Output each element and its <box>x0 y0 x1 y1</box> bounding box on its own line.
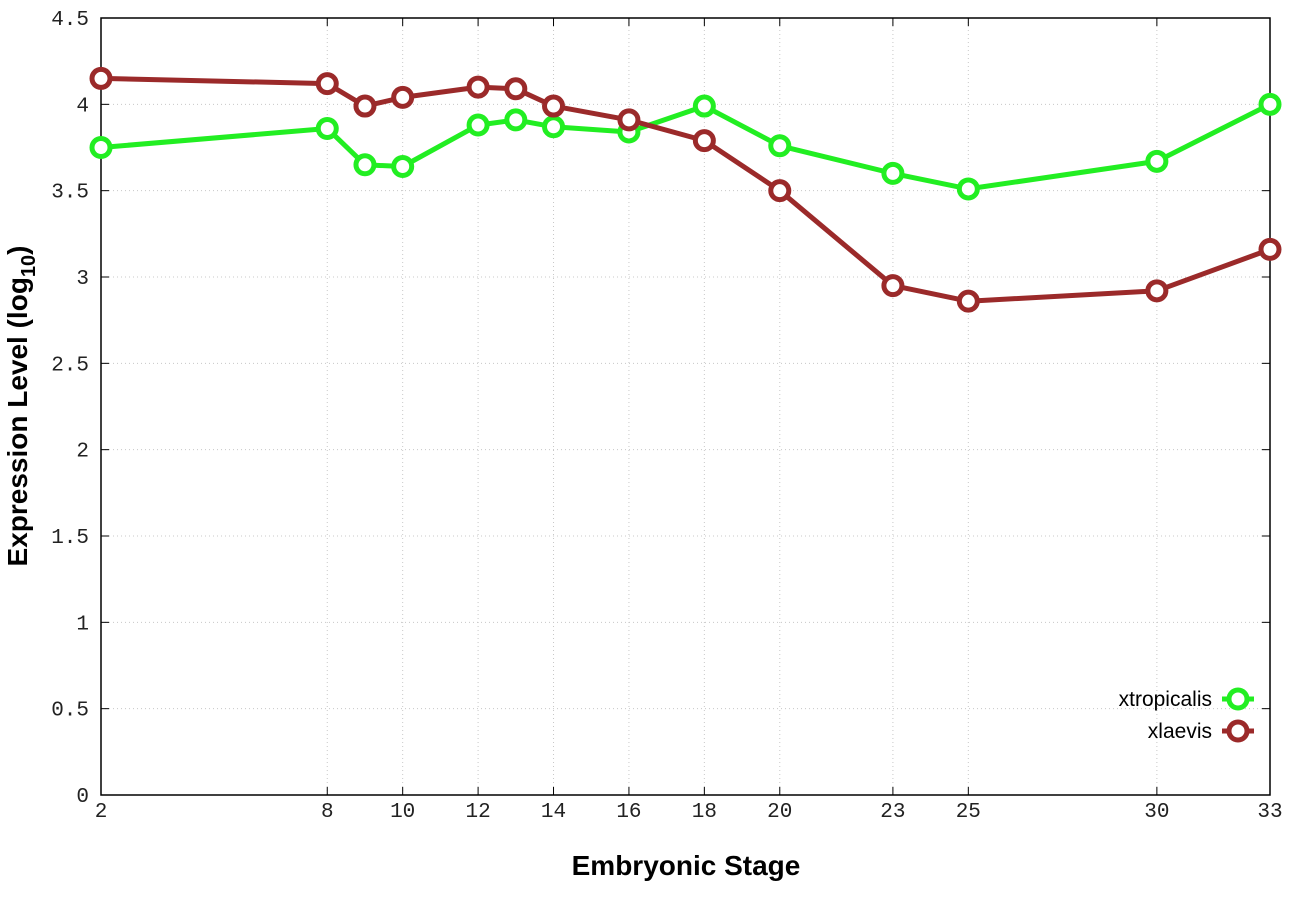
y-tick-label: 3.5 <box>51 182 89 205</box>
data-point-xtropicalis <box>353 153 377 177</box>
data-point-xtropicalis <box>542 115 566 139</box>
plot-frame <box>100 17 1271 796</box>
data-point-xlaevis <box>391 85 415 109</box>
legend-item-xlaevis: xlaevis <box>1148 719 1254 743</box>
data-point-xlaevis <box>881 274 905 298</box>
data-point-xlaevis <box>504 77 528 101</box>
x-tick-label: 30 <box>1144 801 1169 824</box>
data-point-xtropicalis <box>1258 92 1282 116</box>
x-tick-label: 16 <box>616 801 641 824</box>
x-tick-label: 20 <box>767 801 792 824</box>
y-tick-label: 2 <box>76 441 89 464</box>
data-point-xlaevis <box>466 75 490 99</box>
data-point-xlaevis <box>692 129 716 153</box>
data-point-xtropicalis <box>89 136 113 159</box>
data-point-xtropicalis <box>391 154 415 178</box>
data-point-xtropicalis <box>881 161 905 185</box>
y-axis-title-main: Expression Level (log <box>2 277 33 566</box>
series-xlaevis <box>89 66 1282 313</box>
y-axis-title: Expression Level (log10) <box>2 246 40 567</box>
data-point-xlaevis <box>542 94 566 118</box>
grid-lines <box>101 18 1270 795</box>
x-tick-label: 14 <box>541 801 566 824</box>
data-point-xlaevis <box>1258 237 1282 261</box>
y-tick-label: 4.5 <box>51 9 89 32</box>
series-layer <box>89 66 1282 313</box>
y-tick-label: 0.5 <box>51 700 89 723</box>
y-axis-title-close: ) <box>2 246 33 255</box>
legend-item-xtropicalis: xtropicalis <box>1119 687 1254 711</box>
x-tick-label: 18 <box>692 801 717 824</box>
y-tick-label: 4 <box>76 95 89 118</box>
y-tick-label: 3 <box>76 268 89 291</box>
data-point-xlaevis <box>353 94 377 118</box>
axis-ticks: 0 0.5 1 1.5 2 2.5 3 3.5 4 4.5 2 8 10 12 14 16 18 20 23 25 30… <box>51 9 1282 824</box>
legend-marker-swatch <box>1226 719 1250 743</box>
y-axis-title-subscript: 10 <box>18 255 40 277</box>
data-point-xtropicalis <box>956 177 980 201</box>
data-point-xtropicalis <box>504 108 528 132</box>
x-tick-label: 25 <box>956 801 981 824</box>
x-tick-label: 23 <box>880 801 905 824</box>
data-point-xlaevis <box>768 179 792 203</box>
data-point-xlaevis <box>956 289 980 313</box>
legend-label: xlaevis <box>1148 720 1212 743</box>
data-point-xtropicalis <box>692 94 716 118</box>
data-point-xlaevis <box>617 108 641 132</box>
data-point-xtropicalis <box>466 113 490 137</box>
x-tick-label: 10 <box>390 801 415 824</box>
y-tick-label: 0 <box>76 786 89 809</box>
x-tick-label: 8 <box>321 801 334 824</box>
data-point-xtropicalis <box>1145 149 1169 173</box>
x-tick-label: 33 <box>1257 801 1282 824</box>
x-tick-label: 2 <box>95 801 108 824</box>
x-axis-title: Embryonic Stage <box>572 850 801 881</box>
y-tick-label: 2.5 <box>51 354 89 377</box>
legend: xtropicalis xlaevis <box>1119 687 1254 743</box>
y-tick-label: 1.5 <box>51 527 89 550</box>
x-tick-label: 12 <box>465 801 490 824</box>
y-tick-label: 1 <box>76 613 89 636</box>
data-point-xlaevis <box>315 72 339 96</box>
data-point-xlaevis <box>1145 279 1169 303</box>
legend-marker-swatch <box>1226 687 1250 711</box>
data-point-xtropicalis <box>768 134 792 158</box>
data-point-xlaevis <box>89 66 113 90</box>
legend-label: xtropicalis <box>1119 688 1212 711</box>
data-point-xtropicalis <box>315 117 339 141</box>
series-xtropicalis <box>89 92 1282 201</box>
